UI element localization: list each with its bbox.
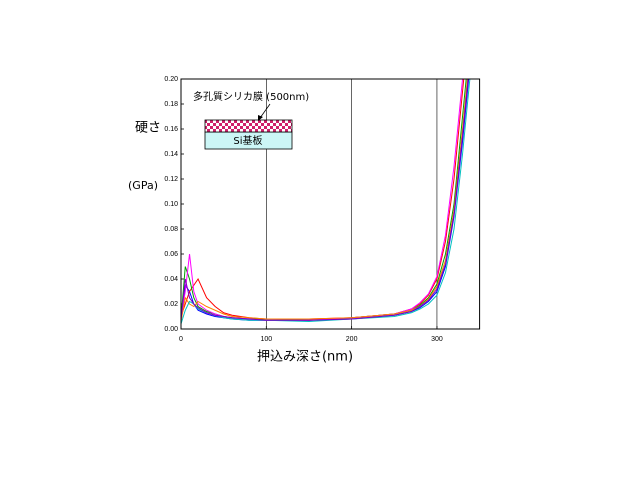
arrow (259, 103, 271, 119)
x-tick-label: 300 (431, 336, 443, 343)
y-tick-label: 0.18 (164, 101, 178, 108)
x-tick-label: 100 (260, 336, 272, 343)
y-tick-label: 0.12 (164, 176, 178, 183)
y-tick-label: 0.06 (164, 251, 178, 258)
film (204, 119, 293, 133)
plot-frame (180, 78, 481, 330)
y-tick-label: 0.08 (164, 226, 178, 233)
annotation: 多孔質シリカ膜 (500nm) (193, 90, 309, 103)
y-tick-label: 0.16 (164, 126, 178, 133)
annotation: Si基板 (233, 134, 262, 147)
series-line (181, 79, 469, 321)
y-tick-label: 0.10 (164, 201, 178, 208)
series-line (181, 79, 468, 322)
inset: 多孔質シリカ膜 (500nm) Si基板 (193, 90, 309, 150)
x-axis-label: 押込み深さ(nm) (257, 350, 353, 365)
series-line (181, 79, 467, 321)
y-tick-label: 0.04 (164, 276, 178, 283)
x-tick-label: 0 (179, 336, 183, 343)
y-axis-label: 硬さ (135, 121, 161, 136)
y-tick-label: 0.20 (164, 76, 178, 83)
plot-area: 0.00 0.02 0.04 0.06 0.08 0.10 0.12 0.14 0.16 0.18… (164, 76, 471, 343)
series-group (181, 79, 471, 325)
arrow-head (258, 115, 263, 121)
y-axis-unit: (GPa) (128, 179, 158, 192)
y-tick-label: 0.14 (164, 151, 178, 158)
y-tick-label: 0.02 (164, 301, 178, 308)
x-tick-label: 200 (346, 336, 358, 343)
y-tick-label: 0.00 (164, 326, 178, 333)
